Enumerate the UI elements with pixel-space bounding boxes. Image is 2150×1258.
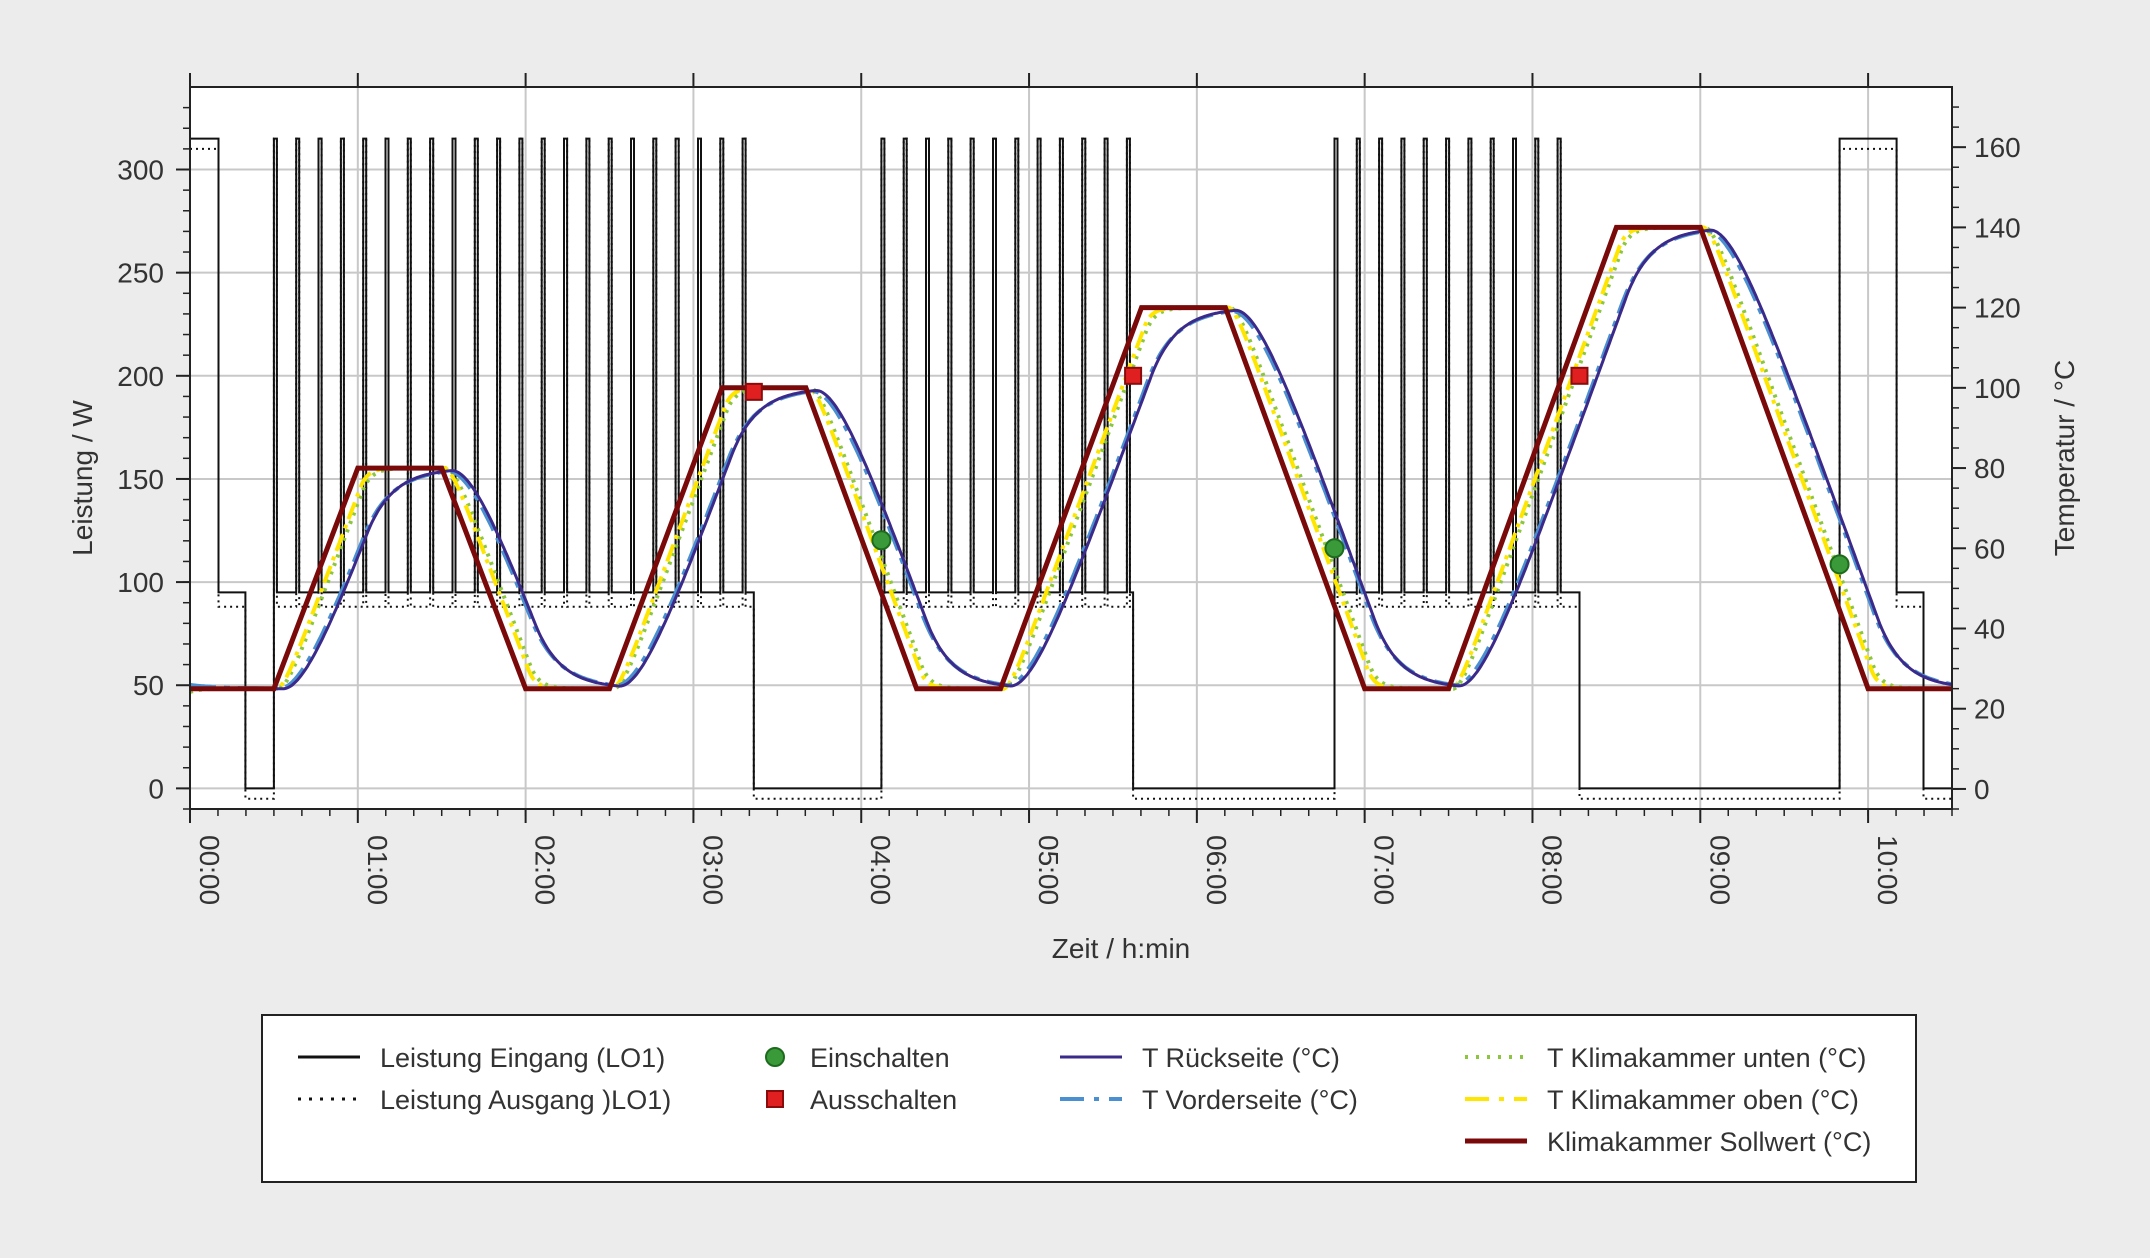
legend-leistung-ausgang-label: Leistung Ausgang )LO1) bbox=[380, 1085, 671, 1115]
y-left-tick-label: 100 bbox=[117, 567, 164, 598]
series-t-klimakammer-unten bbox=[189, 225, 1952, 694]
series-leistung-eingang bbox=[190, 137, 1952, 790]
y-right-tick-label: 0 bbox=[1974, 774, 1990, 805]
x-tick-label: 02:00 bbox=[530, 835, 561, 905]
marker-einschalten bbox=[1324, 538, 1345, 559]
marker-ausschalten bbox=[1124, 366, 1143, 385]
legend-t-vorderseite-label: T Vorderseite (°C) bbox=[1142, 1085, 1358, 1115]
marker-ausschalten bbox=[744, 382, 763, 401]
legend-items: Leistung Eingang (LO1) Leistung Ausgang )… bbox=[298, 1043, 1871, 1157]
series-t-vorderseite bbox=[189, 228, 1953, 691]
x-tick-label: 08:00 bbox=[1536, 835, 1567, 905]
series-leistung-ausgang bbox=[190, 137, 1952, 800]
y-right-tick-label: 140 bbox=[1974, 212, 2021, 243]
series-t-rueckseite bbox=[190, 228, 1953, 691]
axes: 00:00 01:00 02:00 03:00 04:00 05:00 06:00 07:00… bbox=[117, 73, 2021, 905]
y-right-tick-label: 40 bbox=[1974, 614, 2005, 645]
legend-t-rueckseite-label: T Rückseite (°C) bbox=[1142, 1043, 1340, 1073]
x-tick-label: 01:00 bbox=[362, 835, 393, 905]
markers-layer bbox=[744, 366, 1850, 575]
y-left-tick-label: 150 bbox=[117, 464, 164, 495]
legend-einschalten-symbol bbox=[765, 1047, 785, 1067]
y-axis-left-title: Leistung / W bbox=[67, 400, 98, 556]
plot-background bbox=[190, 87, 1952, 809]
legend-leistung-eingang-label: Leistung Eingang (LO1) bbox=[380, 1043, 665, 1073]
y-left-tick-label: 250 bbox=[117, 258, 164, 289]
y-axis-right-title: Temperatur / °C bbox=[2049, 360, 2080, 556]
marker-ausschalten bbox=[1570, 366, 1589, 385]
x-tick-label: 09:00 bbox=[1704, 835, 1735, 905]
y-right-tick-label: 60 bbox=[1974, 533, 2005, 564]
legend-box bbox=[261, 1014, 1917, 1183]
series-layer bbox=[189, 137, 1953, 800]
x-axis-title: Zeit / h:min bbox=[1052, 933, 1190, 964]
legend-t-unten-label: T Klimakammer unten (°C) bbox=[1547, 1043, 1866, 1073]
y-left-tick-label: 50 bbox=[133, 670, 164, 701]
y-left-tick-label: 200 bbox=[117, 361, 164, 392]
y-left-tick-label: 0 bbox=[148, 773, 164, 804]
legend-ausschalten-label: Ausschalten bbox=[810, 1085, 957, 1115]
x-tick-label: 10:00 bbox=[1872, 835, 1903, 905]
series-klimakammer-sollwert bbox=[190, 224, 1952, 692]
y-left-tick-label: 300 bbox=[117, 155, 164, 186]
legend-ausschalten-symbol bbox=[766, 1090, 784, 1108]
y-right-tick-label: 160 bbox=[1974, 132, 2021, 163]
y-right-tick-label: 100 bbox=[1974, 373, 2021, 404]
marker-einschalten bbox=[871, 530, 892, 551]
x-tick-label: 04:00 bbox=[865, 835, 896, 905]
legend-t-oben-label: T Klimakammer oben (°C) bbox=[1547, 1085, 1859, 1115]
legend-sollwert-label: Klimakammer Sollwert (°C) bbox=[1547, 1127, 1871, 1157]
x-tick-label: 03:00 bbox=[697, 835, 728, 905]
legend-einschalten-label: Einschalten bbox=[810, 1043, 950, 1073]
legend: Leistung Eingang (LO1) Leistung Ausgang )… bbox=[261, 1014, 1917, 1183]
y-right-tick-label: 120 bbox=[1974, 293, 2021, 324]
x-tick-label: 05:00 bbox=[1033, 835, 1064, 905]
y-right-tick-label: 20 bbox=[1974, 694, 2005, 725]
y-right-tick-label: 80 bbox=[1974, 453, 2005, 484]
x-tick-label: 00:00 bbox=[194, 835, 225, 905]
marker-einschalten bbox=[1829, 554, 1850, 575]
series-t-klimakammer-oben bbox=[190, 225, 1952, 691]
x-tick-label: 07:00 bbox=[1369, 835, 1400, 905]
x-tick-label: 06:00 bbox=[1201, 835, 1232, 905]
